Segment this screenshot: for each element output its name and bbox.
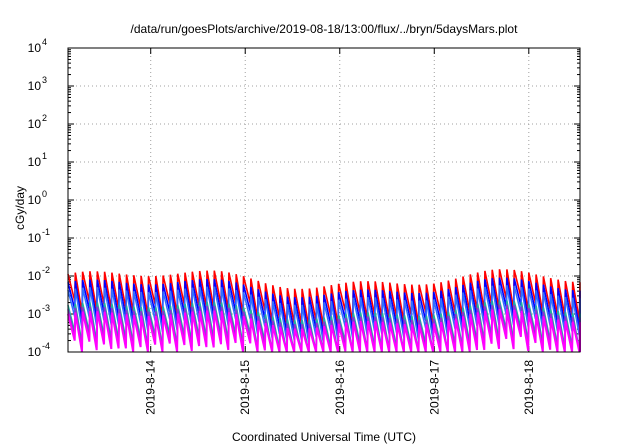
y-tick-label: 10 bbox=[28, 231, 42, 245]
series-magenta-line bbox=[67, 308, 581, 353]
y-tick-label: 10 bbox=[28, 345, 42, 359]
y-tick-exponent: 2 bbox=[42, 113, 47, 123]
y-tick-label: 10 bbox=[28, 155, 42, 169]
y-tick-exponent: -1 bbox=[42, 227, 50, 237]
y-tick-exponent: -2 bbox=[42, 265, 50, 275]
y-tick-label: 10 bbox=[28, 79, 42, 93]
y-tick-exponent: -4 bbox=[42, 341, 50, 351]
y-tick-exponent: 3 bbox=[42, 75, 47, 85]
chart-title: /data/run/goesPlots/archive/2019-08-18/1… bbox=[130, 22, 518, 36]
y-tick-label: 10 bbox=[28, 193, 42, 207]
y-tick-label: 10 bbox=[28, 307, 42, 321]
y-axis-label: cGy/day bbox=[13, 185, 27, 231]
x-tick-label: 2019-8-16 bbox=[333, 360, 347, 415]
plot-frame bbox=[67, 47, 581, 353]
y-tick-exponent: 0 bbox=[42, 189, 47, 199]
x-tick-label: 2019-8-17 bbox=[427, 360, 441, 415]
y-tick-exponent: 4 bbox=[42, 37, 47, 47]
y-tick-exponent: 1 bbox=[42, 151, 47, 161]
y-tick-exponent: -3 bbox=[42, 303, 50, 313]
y-tick-label: 10 bbox=[28, 269, 42, 283]
y-tick-label: 10 bbox=[28, 41, 42, 55]
y-tick-label: 10 bbox=[28, 117, 42, 131]
x-tick-label: 2019-8-15 bbox=[238, 360, 252, 415]
x-tick-label: 2019-8-14 bbox=[144, 360, 158, 415]
x-tick-label: 2019-8-18 bbox=[522, 360, 536, 415]
x-axis-label: Coordinated Universal Time (UTC) bbox=[231, 430, 417, 444]
